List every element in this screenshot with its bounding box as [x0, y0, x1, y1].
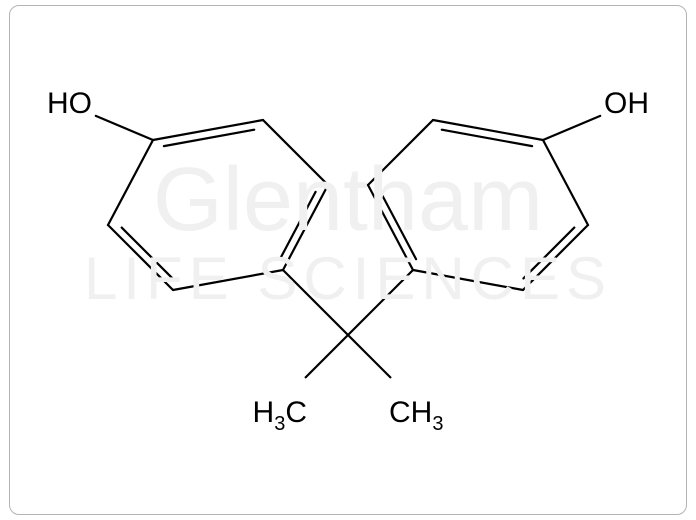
- image-frame: [9, 5, 687, 515]
